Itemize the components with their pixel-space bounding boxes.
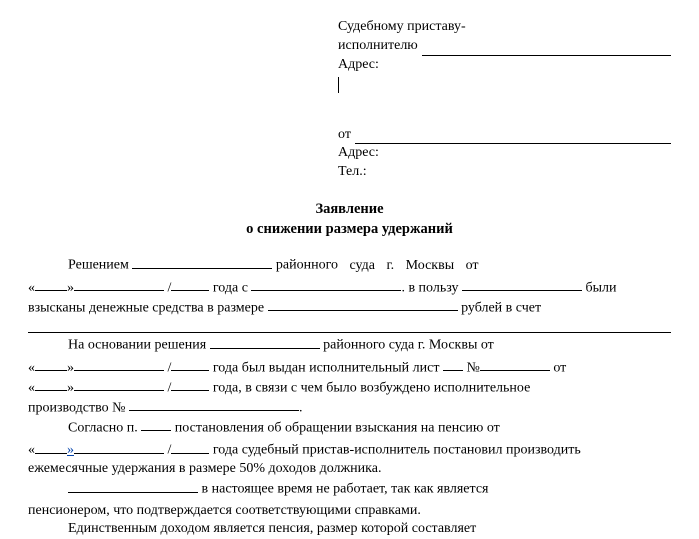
- recipient-name-blank[interactable]: [422, 40, 671, 55]
- date-slash4: /: [164, 443, 171, 458]
- recipient-line1-row: Судебному приставу-: [338, 18, 671, 37]
- court-name-blank[interactable]: [132, 255, 272, 268]
- p2-t2: районного суда г. Москвы от: [323, 338, 494, 353]
- date-month-blank-4[interactable]: [74, 440, 164, 453]
- date-close-quote3: »: [67, 380, 74, 395]
- paragraph-2d: производство № .: [28, 398, 671, 418]
- date-day-blank-2[interactable]: [35, 358, 67, 371]
- p3-t3: года судебный пристав-исполнитель постан…: [213, 443, 581, 458]
- sender-from-row: от: [338, 126, 671, 145]
- paragraph-3: Согласно п. постановления об обращении в…: [28, 418, 671, 438]
- p1-t11: рублей в счет: [461, 300, 541, 315]
- sender-name-blank[interactable]: [355, 129, 671, 144]
- p2-t5: от: [553, 360, 566, 375]
- date-month-blank-2[interactable]: [74, 358, 164, 371]
- exec-list-blank[interactable]: [443, 358, 463, 371]
- sender-block: от Адрес: Тел.:: [338, 126, 671, 183]
- date-day-blank-3[interactable]: [35, 378, 67, 391]
- recipient-address-row: Адрес:: [338, 56, 671, 75]
- p2-t8: .: [299, 400, 303, 415]
- p3-t1: Согласно п.: [68, 420, 138, 435]
- sender-tel-row: Тел.:: [338, 163, 671, 182]
- paragraph-2c: « » / года, в связи с чем было возбуждено…: [28, 378, 671, 398]
- text-cursor: [338, 75, 671, 100]
- date-open-quote4: «: [28, 443, 35, 458]
- paragraph-5: Единственным доходом является пенсия, ра…: [28, 520, 671, 539]
- sender-tel-label: Тел.:: [338, 163, 367, 182]
- p1-t10: взысканы денежные средства в размере: [28, 300, 264, 315]
- date-year-blank-3[interactable]: [171, 378, 209, 391]
- paragraph-3c: ежемесячные удержания в размере 50% дохо…: [28, 460, 671, 479]
- plaintiff-blank[interactable]: [251, 278, 401, 291]
- p1-t9: были: [585, 280, 616, 295]
- date-month-blank-1[interactable]: [74, 278, 164, 291]
- p2-t7: производство №: [28, 400, 125, 415]
- p1-t2: районного: [276, 258, 338, 273]
- date-year-blank-4[interactable]: [171, 440, 209, 453]
- p3-t4: ежемесячные удержания в размере 50% дохо…: [28, 461, 381, 476]
- date-open-quote1: «: [28, 280, 35, 295]
- amount-blank[interactable]: [268, 298, 458, 311]
- paragraph-3b: « » / года судебный пристав-исполнитель п…: [28, 440, 671, 460]
- proc-num-blank[interactable]: [129, 398, 299, 411]
- paragraph-1b: « » / года с . в пользу были: [28, 278, 671, 298]
- date-month-blank-3[interactable]: [74, 378, 164, 391]
- paragraph-1-continuation[interactable]: [28, 318, 671, 333]
- date-slash2: /: [164, 360, 171, 375]
- date-year-blank-2[interactable]: [171, 358, 209, 371]
- date-close-quote2: »: [67, 360, 74, 375]
- date-close-quote4-link[interactable]: »: [67, 443, 74, 458]
- person-name-blank[interactable]: [68, 479, 198, 492]
- paragraph-2b: «» / года был выдан исполнительный лист …: [28, 358, 671, 378]
- p3-t2: постановления об обращении взыскания на …: [175, 420, 500, 435]
- p1-t7: года с: [213, 280, 248, 295]
- point-blank[interactable]: [141, 418, 171, 431]
- exec-list-num-blank[interactable]: [480, 358, 550, 371]
- p1-t3: суда: [349, 258, 374, 273]
- date-year-blank-1[interactable]: [171, 278, 209, 291]
- date-slash3: /: [164, 380, 171, 395]
- recipient-line1: Судебному приставу-: [338, 18, 466, 37]
- title-block: Заявление о снижении размера удержаний: [28, 200, 671, 239]
- p2-t3: года был выдан исполнительный лист: [213, 360, 440, 375]
- date-day-blank-1[interactable]: [35, 278, 67, 291]
- recipient-block: Судебному приставу- исполнителю Адрес:: [338, 18, 671, 100]
- p1-t1: Решением: [68, 258, 129, 273]
- date-slash1: /: [164, 280, 171, 295]
- title-sub: о снижении размера удержаний: [28, 220, 671, 240]
- paragraph-2: На основании решения районного суда г. М…: [28, 335, 671, 355]
- sender-address-label: Адрес:: [338, 144, 379, 163]
- p2-t6: года, в связи с чем было возбуждено испо…: [213, 380, 530, 395]
- paragraph-4: в настоящее время не работает, так как я…: [28, 479, 671, 499]
- p2-t4: №: [466, 360, 479, 375]
- p1-t5: Москвы: [406, 258, 454, 273]
- p4-t2: пенсионером, что подтверждается соответс…: [28, 503, 421, 518]
- date-day-blank-4[interactable]: [35, 440, 67, 453]
- title-main: Заявление: [28, 200, 671, 220]
- p1-t4: г.: [386, 258, 394, 273]
- defendant-blank[interactable]: [462, 278, 582, 291]
- recipient-address-label: Адрес:: [338, 56, 379, 75]
- p1-t8: . в пользу: [401, 280, 458, 295]
- sender-from-label: от: [338, 126, 351, 145]
- sender-address-row: Адрес:: [338, 144, 671, 163]
- date-close-quote1: »: [67, 280, 74, 295]
- recipient-line2-prefix: исполнителю: [338, 37, 418, 56]
- date-open-quote2: «: [28, 360, 35, 375]
- p2-t1: На основании решения: [68, 338, 206, 353]
- recipient-line2-row: исполнителю: [338, 37, 671, 56]
- paragraph-1c: взысканы денежные средства в размере руб…: [28, 298, 671, 318]
- p4-t1: в настоящее время не работает, так как я…: [202, 482, 489, 497]
- court-name-blank-2[interactable]: [210, 335, 320, 348]
- p1-t6: от: [466, 258, 479, 273]
- date-open-quote3: «: [28, 380, 35, 395]
- p5-t1: Единственным доходом является пенсия, ра…: [68, 521, 476, 536]
- paragraph-1: Решением районного суда г. Москвы от: [28, 255, 671, 275]
